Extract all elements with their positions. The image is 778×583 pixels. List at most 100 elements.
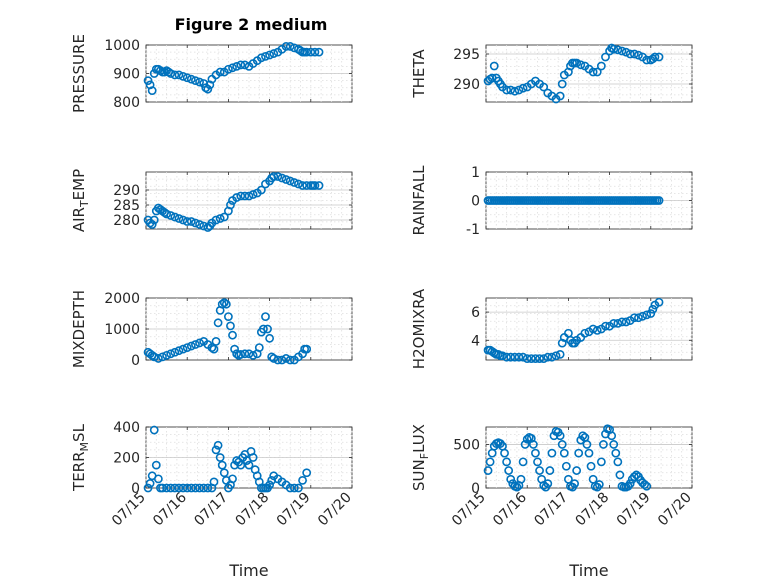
pressure-point bbox=[285, 42, 295, 51]
subplot-mixdepth: 0 1000 2000 MIXDEPTH bbox=[70, 290, 353, 369]
air_temp-point bbox=[281, 175, 291, 184]
h2omixra-point bbox=[638, 311, 647, 321]
pressure-point bbox=[240, 60, 250, 70]
air_temp-point bbox=[178, 215, 188, 225]
mixdepth-point bbox=[230, 344, 239, 354]
theta-point bbox=[629, 49, 639, 59]
air_temp-point bbox=[211, 215, 221, 225]
subplot-pressure: 800 900 1000 PRESSURE bbox=[70, 34, 353, 113]
pressure-point bbox=[166, 69, 176, 78]
sun_flux-point bbox=[586, 461, 596, 471]
terr_msl-point bbox=[248, 453, 258, 462]
sun_flux-ytick-label: 0 bbox=[471, 481, 480, 497]
h2omixra-point bbox=[654, 297, 664, 307]
mixdepth-point bbox=[261, 312, 270, 321]
h2omixra-point bbox=[592, 326, 602, 335]
pressure-point bbox=[147, 86, 157, 95]
h2omixra-point bbox=[514, 352, 524, 362]
sun_flux-xlabel: Time bbox=[568, 561, 608, 580]
pressure-point bbox=[314, 47, 324, 57]
mixdepth-point bbox=[186, 341, 196, 351]
h2omixra-point bbox=[535, 354, 544, 363]
sun_flux-point bbox=[533, 457, 542, 467]
theta-point bbox=[609, 44, 619, 54]
rainfall-point bbox=[654, 196, 664, 205]
pressure-ytick-label: 800 bbox=[113, 95, 140, 111]
air_temp-point bbox=[195, 220, 204, 229]
pressure-point bbox=[178, 71, 188, 81]
theta-point bbox=[654, 52, 664, 62]
pressure-point bbox=[232, 61, 242, 71]
terr_msl-ylabel: TERRMSL bbox=[70, 423, 91, 492]
pressure-point bbox=[170, 70, 180, 80]
sun_flux-ytick-label: 500 bbox=[453, 437, 480, 453]
pressure-point bbox=[145, 80, 155, 90]
rainfall-ytick-label: 1 bbox=[471, 165, 480, 181]
terr_msl-point bbox=[186, 483, 196, 493]
theta-point bbox=[506, 85, 516, 95]
terr_msl-point bbox=[209, 477, 219, 487]
sun_flux-point bbox=[512, 482, 522, 492]
mixdepth-point bbox=[158, 352, 167, 362]
theta-point bbox=[601, 52, 610, 62]
pressure-point bbox=[269, 49, 279, 58]
h2omixra-point bbox=[518, 352, 528, 362]
mixdepth-point bbox=[228, 330, 237, 340]
mixdepth-point bbox=[162, 350, 171, 360]
sun_flux-point bbox=[607, 431, 617, 441]
sun_flux-point bbox=[506, 474, 516, 484]
h2omixra-point bbox=[601, 321, 610, 331]
rainfall-ytick-label: -1 bbox=[466, 222, 480, 238]
h2omixra-ylabel: H2OMIXRA bbox=[410, 288, 428, 369]
theta-point bbox=[634, 50, 643, 60]
sun_flux-point bbox=[485, 457, 495, 467]
h2omixra-point bbox=[543, 352, 553, 362]
air_temp-point bbox=[310, 181, 320, 190]
theta-point bbox=[489, 61, 499, 71]
sun_flux-point bbox=[578, 431, 588, 441]
pressure-point bbox=[256, 53, 266, 63]
sun_flux-point bbox=[584, 448, 594, 458]
terr_msl-point bbox=[143, 483, 153, 493]
pressure-point bbox=[186, 74, 196, 84]
air_temp-point bbox=[240, 191, 250, 201]
air_temp-point bbox=[147, 220, 157, 229]
mixdepth-point bbox=[223, 312, 233, 321]
h2omixra-point bbox=[526, 354, 536, 363]
terr_msl-point bbox=[228, 474, 237, 484]
mixdepth-point bbox=[211, 336, 221, 346]
h2omixra-point bbox=[646, 309, 656, 318]
mixdepth-point bbox=[213, 318, 223, 328]
theta-point bbox=[555, 91, 565, 101]
pressure-point bbox=[182, 73, 192, 83]
h2omixra-point bbox=[539, 354, 549, 363]
theta-point bbox=[518, 83, 528, 93]
pressure-point bbox=[281, 42, 291, 51]
theta-point bbox=[625, 49, 635, 59]
theta-point bbox=[572, 58, 582, 68]
theta-ytick-label: 295 bbox=[453, 47, 480, 63]
terr_msl-point bbox=[285, 483, 295, 493]
terr_msl-point bbox=[182, 483, 192, 493]
terr_msl-point bbox=[170, 483, 180, 493]
sun_flux-point bbox=[483, 466, 493, 475]
h2omixra-point bbox=[588, 324, 598, 334]
air_temp-point bbox=[232, 193, 242, 202]
pressure-ylabel: PRESSURE bbox=[70, 34, 88, 113]
h2omixra-point bbox=[498, 351, 507, 361]
sun_flux-point bbox=[504, 466, 514, 475]
terr_msl-point bbox=[145, 479, 155, 488]
terr_msl-point bbox=[153, 474, 163, 484]
mixdepth-point bbox=[277, 355, 287, 365]
terr_msl-point bbox=[294, 483, 303, 493]
mixdepth-point bbox=[281, 354, 291, 363]
sun_flux-point bbox=[545, 466, 555, 475]
terr_msl-point bbox=[217, 460, 227, 470]
h2omixra-point bbox=[648, 304, 658, 314]
air_temp-point bbox=[273, 172, 283, 181]
air_temp-point bbox=[298, 181, 307, 190]
sun_flux-point bbox=[631, 470, 641, 480]
theta-point bbox=[650, 52, 660, 62]
